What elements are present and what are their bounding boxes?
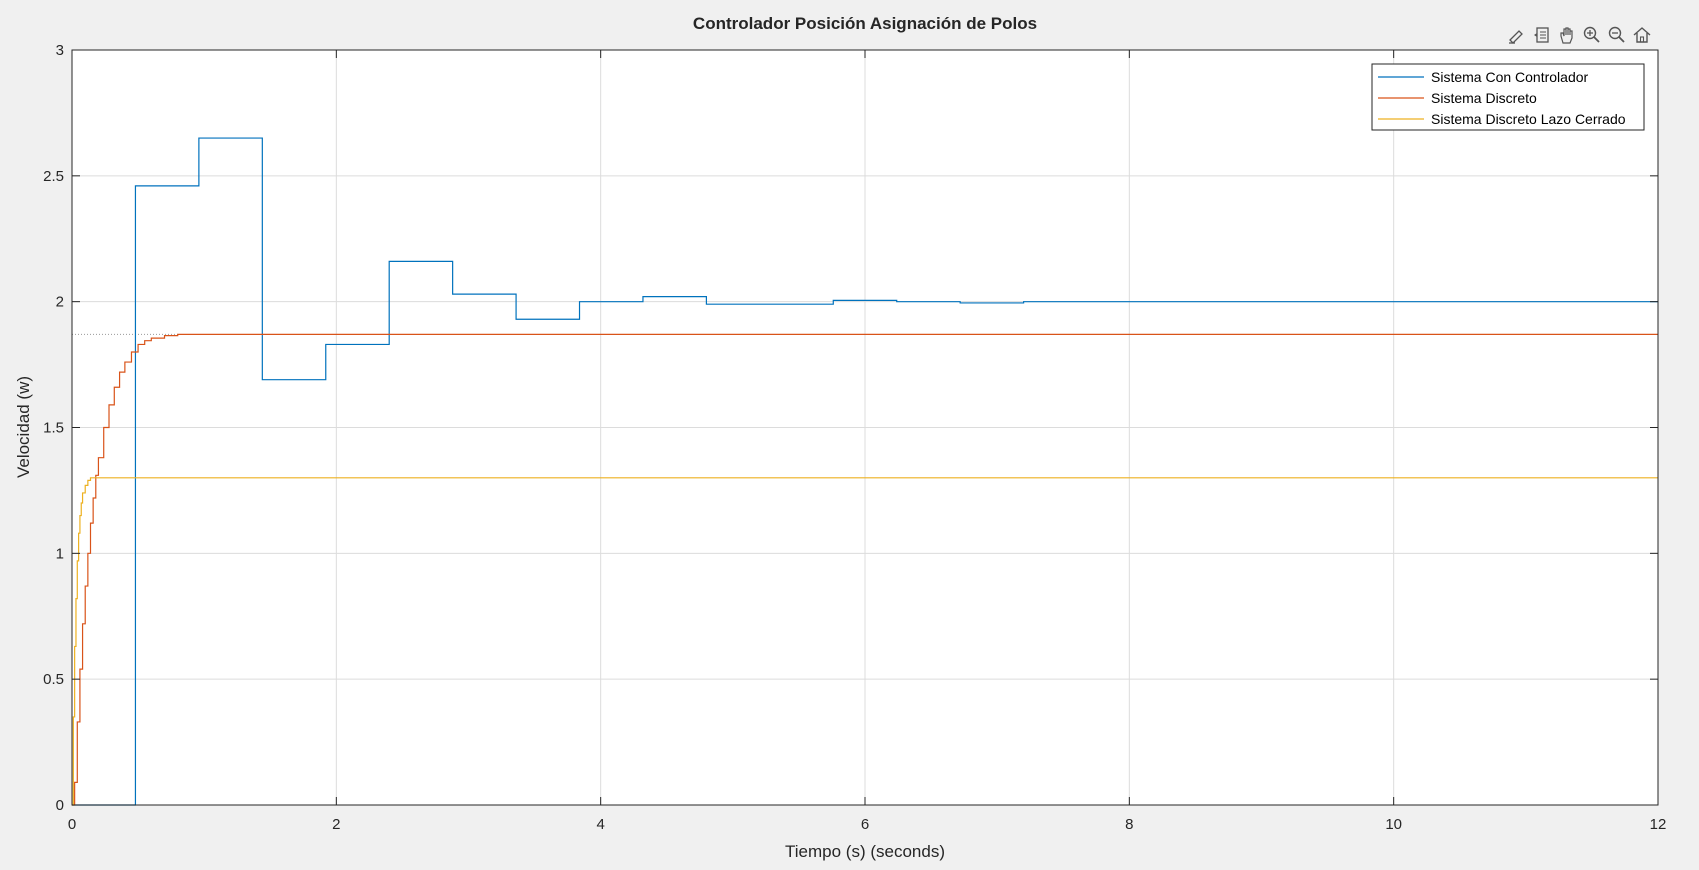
zoom-in-icon[interactable] [1581,24,1603,46]
series-line-1 [72,333,1658,806]
chart-title: Controlador Posición Asignación de Polos [693,14,1037,33]
datatip-icon[interactable] [1531,24,1553,46]
x-tick-label: 10 [1385,816,1402,833]
legend-entry[interactable]: Sistema Discreto Lazo Cerrado [1431,111,1626,127]
axes-toolbar [1506,24,1653,48]
series-line-2 [72,477,1658,806]
brush-icon[interactable] [1506,24,1528,46]
y-tick-label: 2.5 [43,168,64,185]
zoom-out-icon[interactable] [1606,24,1628,46]
y-tick-label: 0 [56,797,64,814]
x-tick-label: 2 [332,816,340,833]
grid [72,50,1658,805]
ticks: 0 2 4 6 8 10 12 0 0.5 1 1.5 2 2.5 3 [43,42,1666,833]
y-tick-label: 0.5 [43,671,64,688]
pan-icon[interactable] [1556,24,1578,46]
series-line-0 [72,137,1658,806]
legend-entry[interactable]: Sistema Con Controlador [1431,69,1589,85]
x-tick-label: 4 [596,816,604,833]
home-icon[interactable] [1631,24,1653,46]
x-tick-label: 12 [1650,816,1667,833]
y-tick-label: 3 [56,42,64,59]
x-tick-label: 6 [861,816,869,833]
y-tick-label: 2 [56,294,64,311]
y-tick-label: 1 [56,545,64,562]
plot-lines [72,137,1658,806]
y-tick-label: 1.5 [43,420,64,437]
x-axis-label: Tiempo (s) (seconds) [785,842,945,861]
x-tick-label: 0 [68,816,76,833]
x-tick-label: 8 [1125,816,1133,833]
y-axis-label: Velocidad (w) [14,376,33,478]
legend[interactable]: Sistema Con Controlador Sistema Discreto S… [1371,63,1645,131]
legend-entry[interactable]: Sistema Discreto [1431,90,1537,106]
